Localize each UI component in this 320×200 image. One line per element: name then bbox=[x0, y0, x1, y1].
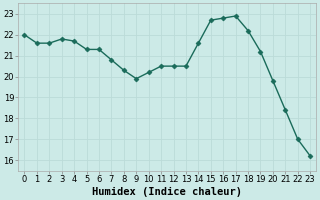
X-axis label: Humidex (Indice chaleur): Humidex (Indice chaleur) bbox=[92, 186, 242, 197]
